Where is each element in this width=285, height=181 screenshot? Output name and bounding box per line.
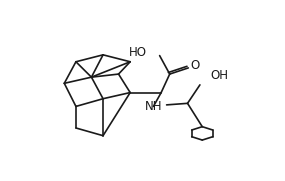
Text: OH: OH	[211, 69, 229, 82]
Text: NH: NH	[145, 100, 162, 113]
Text: O: O	[191, 59, 200, 72]
Text: HO: HO	[129, 46, 147, 59]
